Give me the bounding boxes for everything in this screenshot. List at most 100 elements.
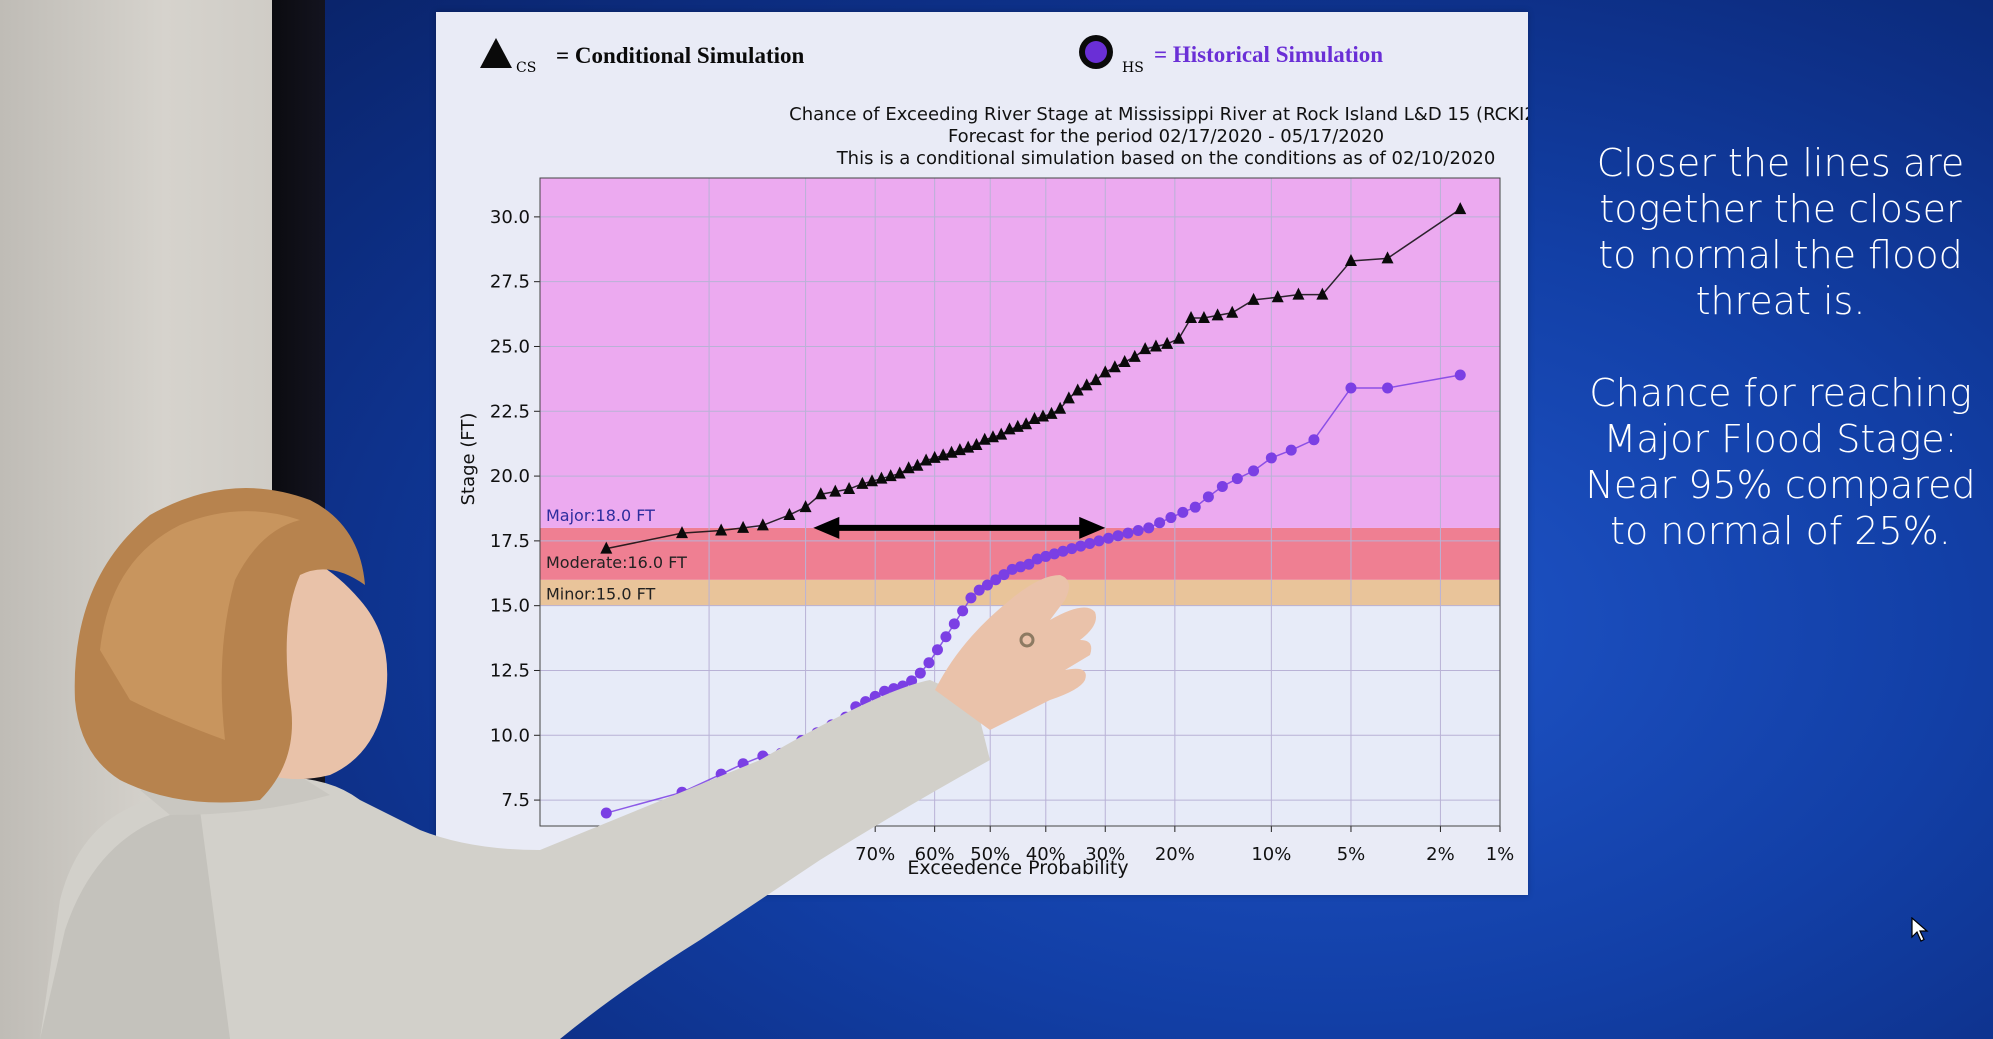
chart-title-line-2: Forecast for the period 02/17/2020 - 05/…: [948, 126, 1384, 147]
y-tick-label: 15.0: [490, 596, 530, 617]
cs-point: [1185, 310, 1198, 323]
cs-point: [814, 487, 827, 500]
hs-point: [715, 768, 727, 780]
chart-title-line-1: Chance of Exceeding River Stage at Missi…: [789, 104, 1528, 125]
cs-point: [1139, 342, 1152, 355]
mouse-cursor-icon: [1911, 917, 1929, 942]
cs-point: [911, 458, 924, 471]
hs-point: [1189, 501, 1201, 513]
hs-point: [1265, 452, 1277, 464]
hs-point: [1015, 561, 1027, 573]
y-tick-label: 27.5: [490, 272, 530, 293]
hs-point: [965, 592, 977, 604]
cs-point: [1197, 310, 1210, 323]
y-tick-label: 10.0: [490, 725, 530, 746]
hs-point: [1454, 369, 1466, 381]
plot-frame: [539, 177, 1501, 827]
cs-point: [1381, 251, 1394, 264]
hs-point: [948, 618, 960, 630]
band-label: Minor:15.0 FT: [546, 585, 656, 604]
cs-point: [1344, 253, 1357, 266]
cs-point: [1020, 417, 1033, 430]
hs-point: [775, 747, 787, 759]
cs-point: [1108, 360, 1121, 373]
hs-point: [860, 696, 872, 708]
hs-point: [1165, 512, 1177, 524]
hs-point: [1248, 465, 1260, 477]
legend-hs-dot-icon: [1085, 41, 1107, 63]
y-tick-label: 22.5: [490, 401, 530, 422]
hs-point: [1231, 473, 1243, 485]
cs-point: [756, 518, 769, 531]
x-tick-label: 2%: [1426, 844, 1455, 865]
hs-point: [1023, 558, 1035, 570]
cs-point: [1118, 355, 1131, 368]
hs-point: [1143, 522, 1155, 534]
cs-point: [970, 437, 983, 450]
hs-point: [850, 701, 862, 713]
hs-point: [1048, 548, 1060, 560]
legend-cs-triangle-icon: [480, 38, 512, 68]
legend-hs-label: = Historical Simulation: [1154, 42, 1383, 67]
chart-title: Chance of Exceeding River Stage at Missi…: [789, 104, 1528, 169]
hs-point: [676, 786, 688, 798]
cs-point: [1292, 287, 1305, 300]
x-tick-label: 20%: [1155, 844, 1195, 865]
cs-point: [1247, 292, 1260, 305]
note-line-1: Closer the lines are together the closer…: [1596, 141, 1965, 323]
x-tick-label: 1%: [1486, 844, 1515, 865]
hs-point: [923, 657, 935, 669]
slide-note: Closer the lines are together the closer…: [1578, 140, 1983, 554]
band-2: [540, 178, 1500, 528]
y-tick-label: 30.0: [490, 207, 530, 228]
note-line-2: Chance for reaching Major Flood Stage: N…: [1585, 371, 1976, 553]
cs-point: [1271, 290, 1284, 303]
wall-background: [0, 0, 275, 1039]
band-0: [540, 579, 1500, 606]
y-axis-label: Stage (FT): [458, 413, 479, 506]
hs-point: [796, 734, 808, 746]
hs-point: [1006, 563, 1018, 575]
annotation-arrow-right-head: [1079, 516, 1106, 539]
cs-point: [1211, 308, 1224, 321]
cs-point: [866, 474, 879, 487]
cs-point: [1226, 305, 1239, 318]
x-tick-label: 40%: [1026, 844, 1066, 865]
cs-point: [715, 523, 728, 536]
cs-point: [1099, 365, 1112, 378]
legend: CS = Conditional Simulation HS = Histori…: [480, 35, 1383, 76]
cs-point: [1161, 336, 1174, 349]
hs-point: [1285, 444, 1297, 456]
hs-point: [840, 711, 852, 723]
hs-point: [737, 758, 749, 770]
cs-point: [1071, 383, 1084, 396]
hs-point: [1308, 434, 1320, 446]
annotation-arrow-left-head: [813, 516, 840, 539]
hs-point: [1084, 537, 1096, 549]
cs-point: [1089, 373, 1102, 386]
cs-point: [1062, 391, 1075, 404]
exceedance-chart: CS = Conditional Simulation HS = Histori…: [458, 35, 1528, 879]
cs-point: [1316, 287, 1329, 300]
hs-point: [1031, 553, 1043, 565]
x-tick-label: 70%: [855, 844, 895, 865]
tv-bezel: [272, 0, 328, 1039]
hs-point: [1093, 535, 1105, 547]
hs-point: [914, 667, 926, 679]
hs-point: [1216, 480, 1228, 492]
y-tick-label: 7.5: [501, 790, 530, 811]
x-tick-label: 10%: [1251, 844, 1291, 865]
hs-point: [600, 807, 612, 819]
hs-point: [931, 644, 943, 656]
hs-point: [906, 675, 918, 687]
cs-point: [843, 482, 856, 495]
cs-point: [1054, 401, 1067, 414]
cs-point: [829, 484, 842, 497]
cs-point: [884, 469, 897, 482]
cs-point: [995, 427, 1008, 440]
cs-point: [1172, 331, 1185, 344]
hs-point: [1177, 506, 1189, 518]
hs-point: [1122, 527, 1134, 539]
cs-point: [799, 500, 812, 513]
hs-point: [826, 719, 838, 731]
